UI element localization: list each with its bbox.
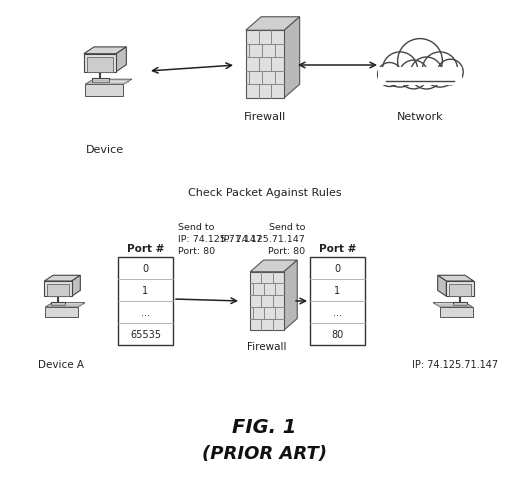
Bar bbox=[87, 58, 113, 72]
Text: ...: ... bbox=[333, 307, 342, 317]
Circle shape bbox=[411, 58, 442, 90]
Text: 0: 0 bbox=[142, 264, 149, 273]
Polygon shape bbox=[44, 276, 80, 282]
Polygon shape bbox=[72, 276, 80, 297]
Bar bbox=[449, 285, 471, 297]
Circle shape bbox=[399, 61, 428, 90]
Bar bbox=[453, 302, 467, 305]
Bar bbox=[51, 302, 65, 305]
Polygon shape bbox=[246, 18, 299, 31]
Text: Firewall: Firewall bbox=[247, 341, 287, 351]
Text: Device A: Device A bbox=[38, 359, 84, 369]
Polygon shape bbox=[85, 80, 132, 85]
Circle shape bbox=[398, 40, 442, 84]
Circle shape bbox=[422, 53, 458, 88]
Polygon shape bbox=[45, 303, 85, 307]
Text: Device: Device bbox=[86, 145, 124, 155]
Polygon shape bbox=[433, 303, 472, 307]
Text: IP: 74.125.71.147: IP: 74.125.71.147 bbox=[412, 359, 498, 369]
Text: Check Packet Against Rules: Check Packet Against Rules bbox=[188, 187, 342, 198]
Text: ...: ... bbox=[141, 307, 150, 317]
Polygon shape bbox=[246, 31, 284, 99]
Polygon shape bbox=[437, 276, 473, 282]
Text: Port #: Port # bbox=[319, 244, 356, 253]
Polygon shape bbox=[284, 261, 297, 330]
Polygon shape bbox=[437, 276, 446, 297]
Polygon shape bbox=[84, 48, 126, 55]
Polygon shape bbox=[440, 307, 472, 317]
Text: Network: Network bbox=[397, 112, 443, 122]
Polygon shape bbox=[45, 307, 78, 317]
Bar bbox=[310, 258, 365, 346]
Bar bbox=[92, 79, 108, 82]
Text: 1: 1 bbox=[334, 285, 341, 295]
Text: Send to
IP: 74.125.71.147
Port: 80: Send to IP: 74.125.71.147 Port: 80 bbox=[178, 223, 262, 256]
Text: FIG. 1: FIG. 1 bbox=[232, 417, 296, 436]
Text: 80: 80 bbox=[331, 329, 344, 339]
Polygon shape bbox=[85, 85, 123, 97]
Circle shape bbox=[378, 63, 402, 87]
Bar bbox=[47, 285, 69, 297]
Polygon shape bbox=[250, 261, 297, 272]
Polygon shape bbox=[284, 18, 299, 99]
Text: Port #: Port # bbox=[127, 244, 164, 253]
Polygon shape bbox=[84, 55, 116, 72]
Bar bbox=[378, 68, 462, 85]
Text: Firewall: Firewall bbox=[244, 112, 286, 122]
Circle shape bbox=[437, 60, 463, 85]
Polygon shape bbox=[250, 272, 284, 330]
Polygon shape bbox=[116, 48, 126, 72]
Polygon shape bbox=[446, 282, 473, 297]
Circle shape bbox=[382, 53, 417, 88]
Text: Send to
IP: 74.125.71.147
Port: 80: Send to IP: 74.125.71.147 Port: 80 bbox=[221, 223, 305, 256]
Polygon shape bbox=[44, 282, 72, 297]
Text: 65535: 65535 bbox=[130, 329, 161, 339]
Text: 1: 1 bbox=[142, 285, 149, 295]
Bar bbox=[118, 258, 173, 346]
Text: (PRIOR ART): (PRIOR ART) bbox=[202, 444, 326, 462]
Text: 0: 0 bbox=[334, 264, 341, 273]
